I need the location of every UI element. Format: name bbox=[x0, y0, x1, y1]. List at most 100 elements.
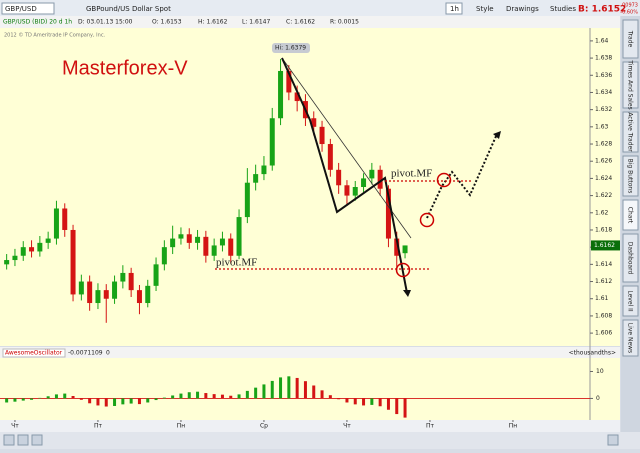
candle-body bbox=[319, 126, 325, 145]
y-tick-label: 1.608 bbox=[595, 312, 612, 319]
info-field: GBP/USD (BID) 20 d 1h bbox=[3, 19, 72, 26]
drawings-button[interactable]: Drawings bbox=[506, 5, 539, 13]
oscillator-bar bbox=[30, 398, 34, 400]
oscillator-panel bbox=[0, 358, 620, 420]
side-tab[interactable] bbox=[622, 155, 639, 197]
side-tab-label[interactable]: Big Buttons bbox=[627, 159, 634, 194]
candle-body bbox=[153, 264, 159, 286]
side-tab[interactable] bbox=[622, 233, 639, 283]
candle-body bbox=[244, 182, 250, 218]
candle-body bbox=[269, 118, 275, 166]
side-tab[interactable] bbox=[622, 111, 639, 153]
candle-body bbox=[369, 169, 375, 179]
candle-body bbox=[361, 178, 367, 187]
oscillator-bar bbox=[137, 398, 141, 405]
oscillator-bar bbox=[121, 398, 125, 405]
oscillator-bar bbox=[104, 398, 108, 407]
candle-body bbox=[178, 234, 184, 239]
side-tab[interactable] bbox=[622, 19, 639, 59]
oscillator-bar bbox=[38, 397, 42, 399]
candle-body bbox=[136, 290, 142, 304]
side-tab-label[interactable]: Active Trader bbox=[627, 112, 634, 152]
zoom-in[interactable] bbox=[3, 434, 15, 446]
symbol[interactable]: GBP/USD bbox=[5, 5, 37, 13]
info-field: O: 1.6153 bbox=[152, 19, 182, 26]
candle-body bbox=[377, 169, 383, 189]
oscillator-bar bbox=[295, 377, 299, 399]
oscillator-bar bbox=[320, 390, 324, 399]
oscillator-bar bbox=[229, 395, 233, 399]
candle-body bbox=[344, 185, 350, 196]
candle-body bbox=[211, 245, 217, 256]
pivot-label: pivot.MF bbox=[216, 257, 257, 269]
settings[interactable] bbox=[607, 434, 619, 446]
oscillator-bar bbox=[196, 391, 200, 399]
x-tick-label: Пн bbox=[177, 423, 186, 430]
annotation-title: Masterforex-V bbox=[62, 57, 188, 79]
oscillator-bar bbox=[287, 376, 291, 399]
study-box[interactable] bbox=[2, 348, 66, 358]
side-tab[interactable] bbox=[622, 319, 639, 357]
oscillator-bar bbox=[403, 398, 407, 418]
y-tick-label: 1.612 bbox=[595, 278, 612, 285]
y-tick-label: 1.63 bbox=[595, 123, 609, 130]
oscillator-bar bbox=[378, 398, 382, 407]
y-tick-label: 1.626 bbox=[595, 158, 612, 165]
change: -.00973 bbox=[619, 3, 638, 9]
zoom-out[interactable] bbox=[17, 434, 29, 446]
oscillator-bar bbox=[96, 398, 100, 406]
side-tab[interactable] bbox=[622, 61, 639, 109]
y-tick-label: 1.622 bbox=[595, 192, 612, 199]
y-tick-label: 1.62 bbox=[595, 209, 609, 216]
copyright: 2012 © TD Ameritrade IP Company, Inc. bbox=[4, 32, 106, 39]
candle-body bbox=[402, 245, 408, 254]
forecast-line bbox=[426, 133, 498, 219]
interval-box[interactable] bbox=[445, 2, 463, 15]
oscillator-bar bbox=[245, 390, 249, 399]
change-pct: -0.60% bbox=[620, 10, 638, 16]
study-value-2: 0 bbox=[106, 350, 110, 357]
style-button[interactable]: Style bbox=[476, 5, 494, 13]
candle-body bbox=[128, 272, 134, 291]
x-tick-label: Чт bbox=[11, 423, 19, 430]
symbol-box[interactable] bbox=[1, 2, 55, 15]
time-axis bbox=[0, 420, 620, 432]
side-tab[interactable] bbox=[622, 199, 639, 231]
oscillator-bar bbox=[146, 398, 150, 403]
candle-body bbox=[112, 281, 118, 299]
info-field: L: 1.6147 bbox=[242, 19, 270, 26]
oscillator-header bbox=[0, 347, 620, 358]
study-units: <thousandths> bbox=[569, 350, 616, 357]
info-bar bbox=[0, 16, 620, 28]
side-tab-label[interactable]: Trade bbox=[627, 30, 634, 48]
y-tick-label: 1.634 bbox=[595, 89, 612, 96]
y-tick-label: 1.632 bbox=[595, 106, 612, 113]
candle-body bbox=[286, 70, 292, 93]
info-group: GBP/USD (BID) 20 d 1h D: 03.01.13 15:00 O:… bbox=[3, 19, 359, 26]
zoom-fit[interactable] bbox=[31, 434, 43, 446]
oscillator-bar bbox=[179, 393, 183, 399]
side-tab-label[interactable]: Dashboard bbox=[627, 242, 634, 275]
candle-body bbox=[203, 236, 209, 256]
oscillator-bar bbox=[162, 397, 166, 399]
interval[interactable]: 1h bbox=[450, 5, 459, 13]
study-name[interactable]: AwesomeOscillator bbox=[5, 350, 63, 357]
x-tick-label: Чт bbox=[343, 423, 351, 430]
candle-body bbox=[103, 290, 109, 299]
side-tab-label[interactable]: Chart bbox=[627, 207, 634, 224]
side-tab-label[interactable]: Level II bbox=[627, 290, 634, 312]
hi-label: Hi: 1.6379 bbox=[275, 45, 306, 52]
hi-label-box bbox=[272, 43, 310, 53]
candle-body bbox=[62, 208, 68, 230]
side-tab[interactable] bbox=[622, 285, 639, 317]
candle-body bbox=[87, 281, 93, 304]
side-tab-label[interactable]: Times And Sales bbox=[627, 59, 634, 109]
oscillator-bar bbox=[88, 398, 92, 404]
candle-body bbox=[261, 165, 267, 175]
candle-body bbox=[20, 247, 26, 256]
oscillator-bar bbox=[79, 398, 83, 400]
side-tab-label[interactable]: Live News bbox=[627, 323, 634, 353]
candle-body bbox=[394, 238, 400, 256]
studies-button[interactable]: Studies bbox=[550, 5, 576, 13]
